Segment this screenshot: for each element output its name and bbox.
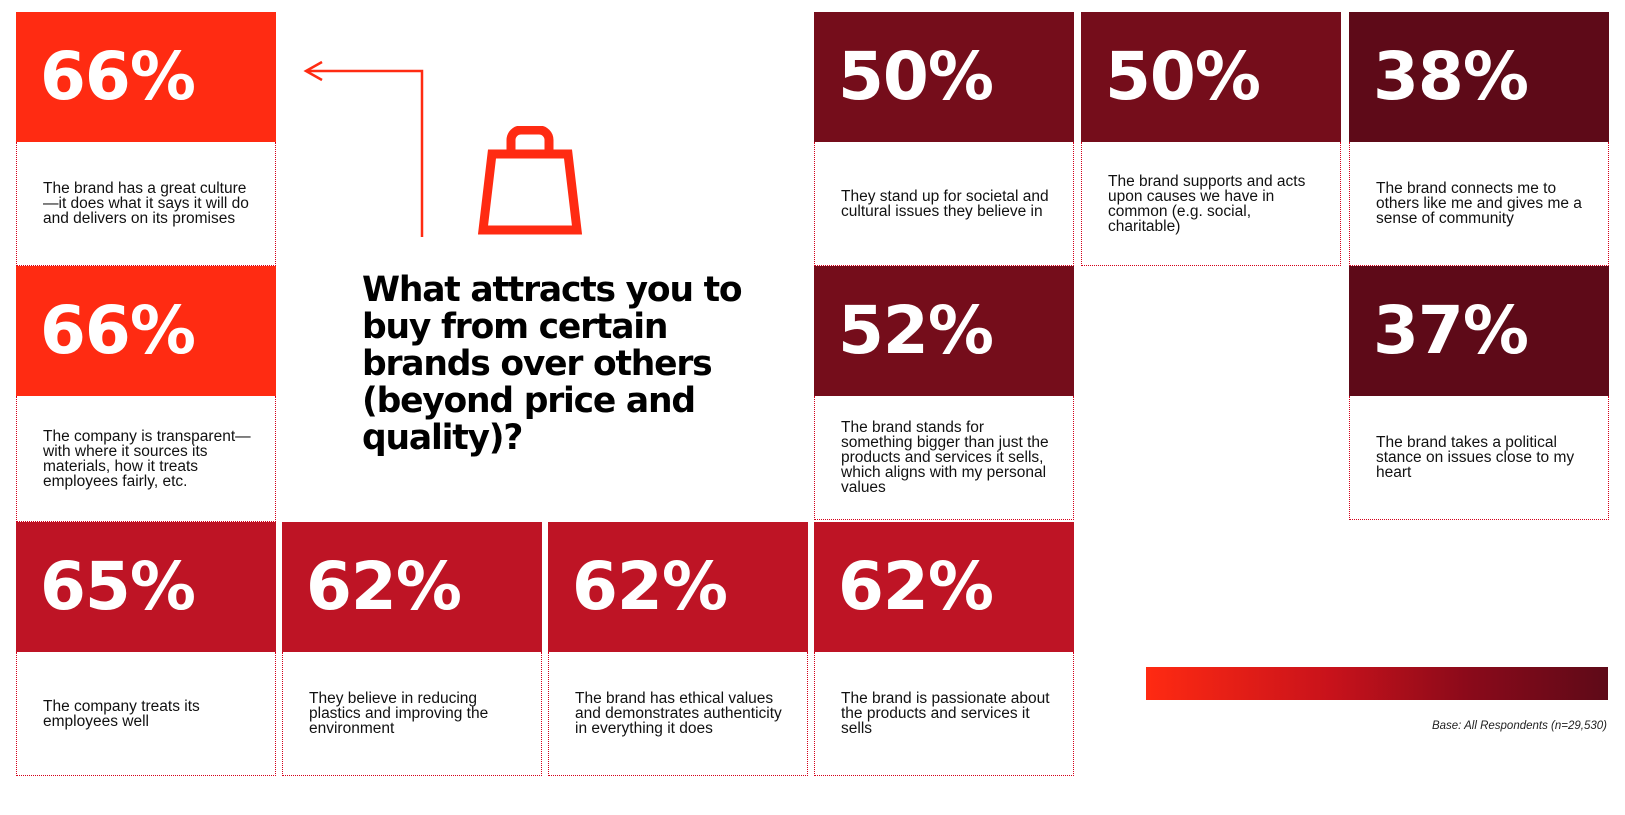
stat-percent: 66% xyxy=(40,292,196,369)
stat-card-body: The brand is passionate about the produc… xyxy=(814,652,1074,776)
stat-percent: 66% xyxy=(40,38,196,115)
stat-percent: 62% xyxy=(306,548,462,625)
stat-description: The brand has a great culture—it does wh… xyxy=(43,180,249,227)
color-scale-bar xyxy=(1146,667,1608,700)
stat-card-body: They stand up for societal and cultural … xyxy=(814,142,1074,266)
stat-description: The brand supports and acts upon causes … xyxy=(1108,172,1306,235)
stat-percent: 38% xyxy=(1373,38,1529,115)
stat-card-body: The brand stands for something bigger th… xyxy=(814,396,1074,520)
stat-percent: 65% xyxy=(40,548,196,625)
stat-card-head: 65% xyxy=(16,522,276,652)
stat-card-body: The company is transparent—with where it… xyxy=(16,396,276,522)
arrow-left-icon xyxy=(303,60,424,237)
stat-percent: 37% xyxy=(1373,292,1529,369)
title-block: What attracts you to buy from certain br… xyxy=(362,270,743,458)
stat-card-head: 66% xyxy=(16,266,276,396)
stat-card-body: The company treats its employees well xyxy=(16,652,276,776)
stat-card-body: The brand has ethical values and demonst… xyxy=(548,652,808,776)
stat-card-body: The brand has a great culture—it does wh… xyxy=(16,142,276,266)
stat-description: They believe in reducing plastics and im… xyxy=(309,690,489,737)
stat-card-head: 62% xyxy=(282,522,542,652)
shopping-bag-icon xyxy=(478,126,582,235)
stat-description: The brand connects me to others like me … xyxy=(1376,180,1582,227)
stat-description: The company treats its employees well xyxy=(43,697,200,730)
stat-description: The brand is passionate about the produc… xyxy=(841,690,1050,737)
stat-card-head: 38% xyxy=(1349,12,1609,142)
stat-description: The brand takes a political stance on is… xyxy=(1376,434,1575,481)
stat-percent: 50% xyxy=(838,38,994,115)
stat-card-head: 50% xyxy=(814,12,1074,142)
stat-percent: 62% xyxy=(572,548,728,625)
stat-card-body: They believe in reducing plastics and im… xyxy=(282,652,542,776)
stat-percent: 62% xyxy=(838,548,994,625)
stat-description: The brand stands for something bigger th… xyxy=(841,419,1049,496)
stat-card-body: The brand connects me to others like me … xyxy=(1349,142,1609,266)
base-note: Base: All Respondents (n=29,530) xyxy=(1431,720,1607,732)
stat-card-body: The brand supports and acts upon causes … xyxy=(1081,142,1341,266)
stat-card-head: 52% xyxy=(814,266,1074,396)
stat-card-head: 37% xyxy=(1349,266,1609,396)
page-title: What attracts you to buy from certain br… xyxy=(362,270,743,458)
stat-description: They stand up for societal and cultural … xyxy=(841,187,1049,220)
stat-card-head: 66% xyxy=(16,12,276,142)
stat-card-body: The brand takes a political stance on is… xyxy=(1349,396,1609,520)
stat-percent: 50% xyxy=(1105,38,1261,115)
stat-card-head: 62% xyxy=(814,522,1074,652)
stat-percent: 52% xyxy=(838,292,994,369)
stat-card-head: 50% xyxy=(1081,12,1341,142)
stat-description: The brand has ethical values and demonst… xyxy=(575,690,782,737)
stat-description: The company is transparent—with where it… xyxy=(43,427,251,490)
stat-card-head: 62% xyxy=(548,522,808,652)
